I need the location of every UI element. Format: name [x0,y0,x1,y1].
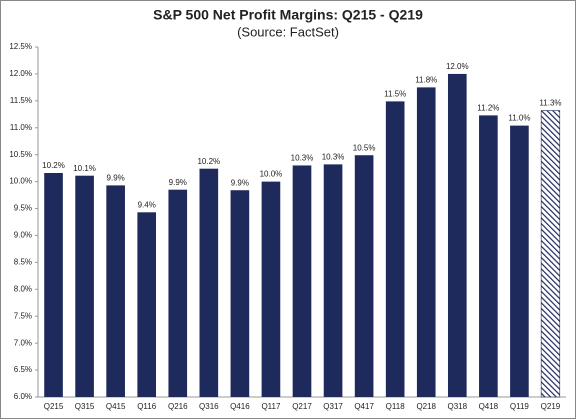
data-label: 9.9% [107,173,125,182]
x-tick-label: Q418 [479,402,499,411]
y-tick-label: 7.0% [14,338,32,347]
bar [540,110,561,398]
data-label: 10.2% [42,161,65,170]
bar [261,181,281,397]
chart-title: S&P 500 Net Profit Margins: Q215 - Q219 [153,7,423,23]
bar [199,168,219,397]
y-tick-label: 11.0% [10,123,32,132]
data-label: 9.9% [169,178,187,187]
x-tick-label: Q215 [44,402,64,411]
data-label: 9.4% [138,200,156,209]
x-tick-label: Q219 [541,402,561,411]
bar [168,189,188,397]
bar [354,155,374,397]
x-tick-label: Q119 [510,402,530,411]
x-tick-label: Q416 [230,402,250,411]
data-label: 10.0% [260,170,283,179]
y-tick-label: 7.5% [14,311,32,320]
data-label: 11.5% [384,89,406,98]
bar [75,175,94,397]
x-tick-label: Q316 [199,402,219,411]
bar [292,165,312,397]
chart-subtitle: (Source: FactSet) [237,24,339,39]
y-tick-label: 10.5% [9,150,32,159]
data-label: 10.1% [73,164,96,173]
y-tick-label: 11.5% [10,96,32,105]
bar [323,164,343,397]
x-tick-label: Q218 [416,402,436,411]
x-tick-label: Q217 [292,402,312,411]
x-tick-label: Q315 [75,402,95,411]
x-tick-label: Q415 [106,402,126,411]
data-label: 11.8% [415,75,437,84]
y-tick-label: 9.0% [14,231,32,240]
y-tick-label: 12.5% [9,42,32,51]
x-tick-label: Q317 [323,402,343,411]
x-tick-label: Q417 [354,402,374,411]
data-label: 11.3% [539,99,561,108]
x-tick-label: Q117 [261,402,281,411]
bar [137,212,157,397]
y-tick-label: 8.0% [14,284,32,293]
x-tick-label: Q116 [137,402,157,411]
data-label: 10.2% [197,157,220,166]
bar [447,73,467,397]
bar [479,115,498,397]
y-tick-label: 6.0% [14,392,32,401]
bar [44,173,63,397]
data-label: 10.3% [291,154,314,163]
x-tick-label: Q118 [386,402,406,411]
data-label: 12.0% [446,62,469,71]
data-label: 10.3% [322,152,345,161]
bar [416,87,436,397]
y-tick-label: 10.0% [9,177,32,186]
data-label: 11.2% [477,103,499,112]
y-tick-label: 6.5% [14,365,32,374]
data-label: 10.5% [353,143,376,152]
bar [230,190,250,397]
bar [510,125,529,397]
y-tick-label: 9.5% [14,204,32,213]
x-tick-label: Q318 [448,402,468,411]
x-tick-label: Q216 [168,402,188,411]
y-tick-label: 12.0% [9,69,32,78]
data-label: 11.0% [508,114,530,123]
bar [106,185,125,397]
bar [385,101,405,397]
y-tick-label: 8.5% [14,257,32,266]
data-label: 9.9% [231,178,249,187]
